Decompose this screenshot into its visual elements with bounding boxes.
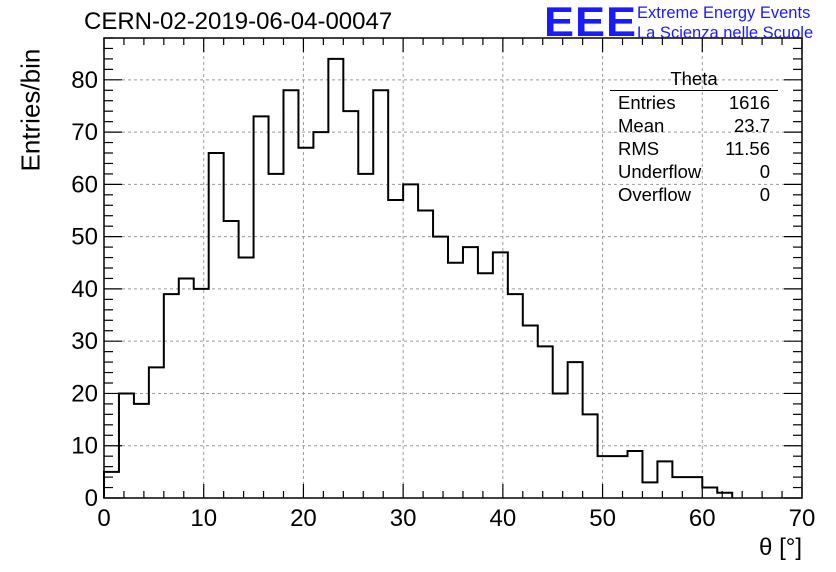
histogram-bin [209, 153, 224, 498]
histogram-bin [239, 258, 254, 498]
stats-box: Theta Entries 1616 Mean 23.7 RMS 11.56 U… [610, 68, 778, 206]
stats-label: RMS [618, 138, 660, 159]
eee-logo: EEE [544, 0, 638, 46]
histogram-bin [463, 247, 478, 498]
stats-row-entries: Entries 1616 [610, 91, 778, 114]
histogram-bin [373, 90, 388, 498]
x-tick-label: 0 [97, 505, 110, 532]
histogram-bin [538, 346, 553, 498]
histogram-bin [568, 362, 583, 498]
histogram-bin [433, 237, 448, 498]
histogram-bin [583, 414, 598, 498]
histogram-bin [418, 211, 433, 499]
histogram-bin [508, 294, 523, 498]
x-tick-label: 10 [190, 505, 217, 532]
histogram-bin [613, 456, 628, 498]
histogram-bin [358, 174, 373, 498]
histogram-bin [702, 488, 717, 498]
stats-label: Entries [618, 92, 676, 113]
histogram-bin [523, 326, 538, 499]
stats-value: 1616 [728, 92, 770, 113]
histogram-bin [224, 221, 239, 498]
histogram-outline [103, 57, 734, 498]
histogram-bin [642, 482, 657, 498]
histogram-bin [343, 111, 358, 498]
histogram-bin [493, 252, 508, 498]
histogram-bin [134, 404, 149, 498]
stats-row-underflow: Underflow 0 [610, 160, 778, 183]
stats-label: Mean [618, 115, 665, 136]
x-tick-label: 30 [390, 505, 417, 532]
histogram-bin [328, 59, 343, 498]
histogram-bin [164, 294, 179, 498]
histogram-bin [149, 367, 164, 498]
histogram-bin [194, 289, 209, 498]
histogram-bin [717, 493, 732, 498]
histogram-bin [283, 90, 298, 498]
histogram-bin [388, 200, 403, 498]
x-tick-label: 40 [490, 505, 517, 532]
stats-value: 23.7 [733, 115, 770, 136]
stats-label: Underflow [618, 161, 702, 182]
stats-row-overflow: Overflow 0 [610, 183, 778, 206]
histogram-bin [448, 263, 463, 498]
logo-line-1: Extreme Energy Events [637, 4, 811, 22]
stats-label: Overflow [618, 184, 691, 205]
histogram-bin [598, 456, 613, 498]
histogram-bin [269, 174, 284, 498]
y-tick-label: 20 [71, 380, 98, 407]
chart-title: CERN-02-2019-06-04-00047 [84, 8, 393, 35]
histogram-bin [478, 273, 493, 498]
stats-value: 11.56 [725, 138, 770, 159]
stats-value: 0 [759, 184, 770, 205]
histogram-bin [179, 278, 194, 498]
stats-row-mean: Mean 23.7 [610, 114, 778, 137]
y-tick-label: 70 [71, 119, 98, 146]
x-tick-label: 60 [689, 505, 716, 532]
histogram-bin [687, 477, 702, 498]
y-tick-label: 80 [71, 67, 98, 94]
x-tick-label: 70 [789, 505, 816, 532]
histogram-bin [313, 132, 328, 498]
stats-value: 0 [759, 161, 770, 182]
histogram-bin [553, 393, 568, 498]
y-tick-label: 60 [71, 171, 98, 198]
logo-line-2: La Scienza nelle Scuole [637, 24, 814, 42]
histogram-bin [119, 393, 134, 498]
x-tick-label: 20 [290, 505, 317, 532]
histogram-bin [104, 472, 119, 498]
y-tick-label: 10 [71, 433, 98, 460]
y-tick-label: 40 [71, 276, 98, 303]
stats-title: Theta [610, 68, 778, 91]
y-axis-label: Entries/bin [15, 48, 46, 172]
x-axis-label: θ [°] [759, 534, 802, 561]
histogram-bin [657, 461, 672, 498]
histogram-bin [254, 116, 269, 498]
y-tick-label: 30 [71, 328, 98, 355]
histogram-bin [628, 451, 643, 498]
histogram-bin [672, 477, 687, 498]
histogram-bin [298, 148, 313, 498]
x-tick-label: 50 [589, 505, 616, 532]
stats-row-rms: RMS 11.56 [610, 137, 778, 160]
y-tick-label: 0 [85, 485, 98, 512]
y-tick-label: 50 [71, 224, 98, 251]
histogram-bin [403, 184, 418, 498]
